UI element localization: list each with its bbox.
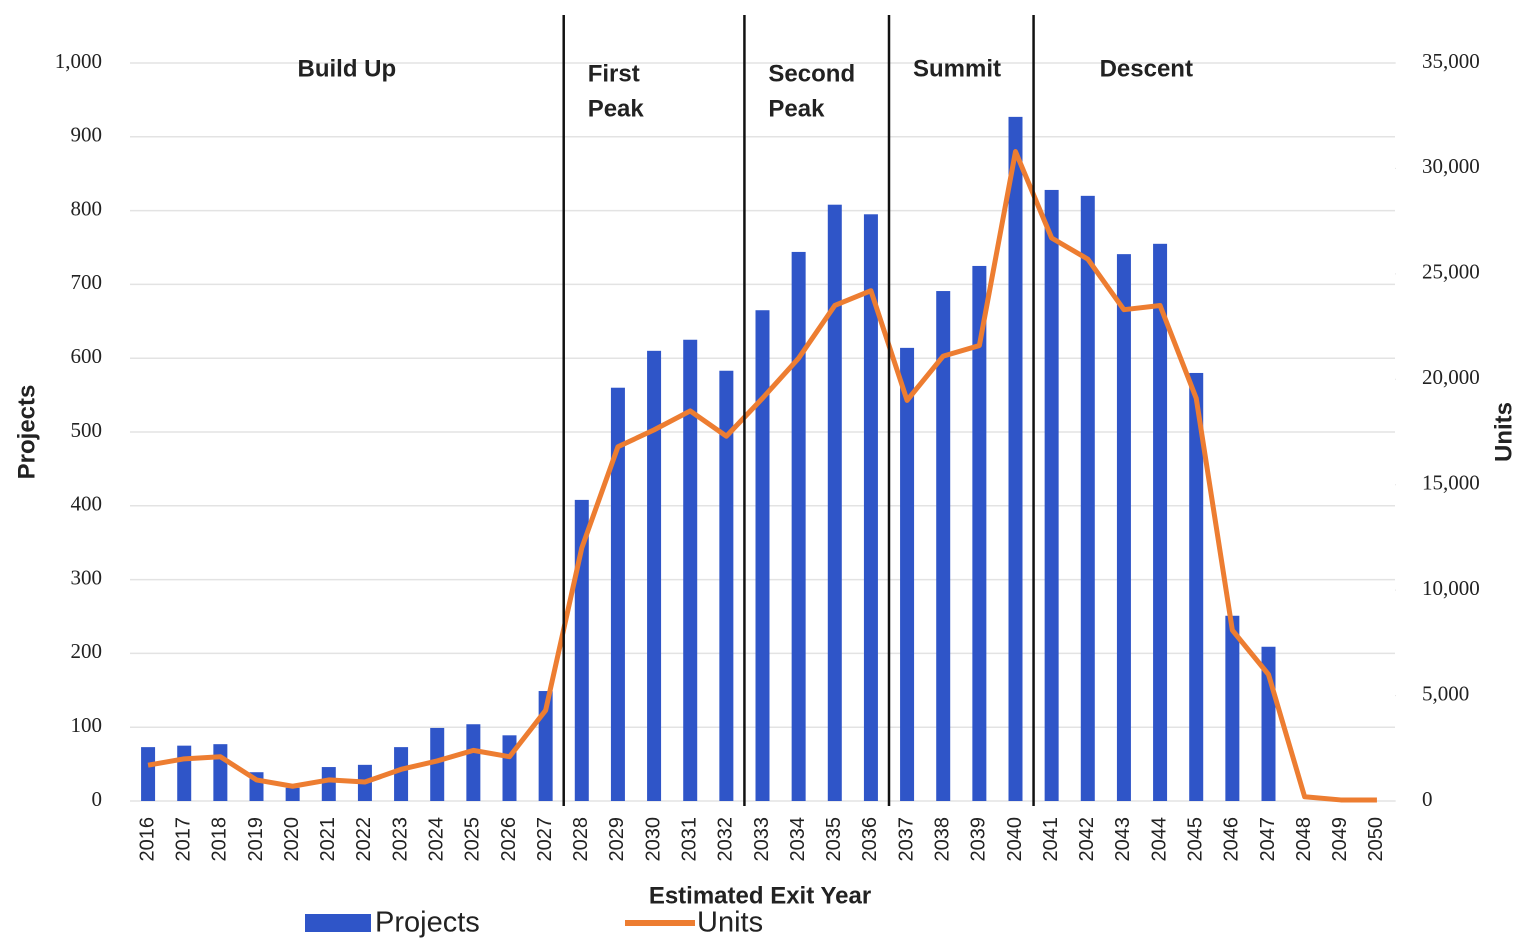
phase-label: Second xyxy=(768,60,855,87)
bar xyxy=(863,214,878,802)
y-tick-label: 900 xyxy=(71,123,103,147)
x-tick-label: 2049 xyxy=(1329,817,1351,862)
y-tick-label: 700 xyxy=(71,270,103,294)
x-tick-label: 2047 xyxy=(1257,817,1279,862)
x-tick-label: 2036 xyxy=(859,817,881,862)
legend-label: Projects xyxy=(375,907,480,939)
y-tick-label: 800 xyxy=(71,196,103,220)
y2-axis-title: Units xyxy=(1490,402,1517,462)
x-tick-label: 2045 xyxy=(1184,817,1206,862)
bar xyxy=(827,204,842,802)
x-tick-label: 2028 xyxy=(570,817,592,862)
bar xyxy=(394,747,409,801)
y-tick-label: 100 xyxy=(71,713,103,737)
y2-tick-label: 5,000 xyxy=(1422,681,1469,705)
x-tick-label: 2032 xyxy=(715,817,737,862)
bar xyxy=(900,347,915,801)
y2-tick-label: 25,000 xyxy=(1422,260,1480,284)
y-tick-label: 400 xyxy=(71,492,103,516)
y-tick-label: 1,000 xyxy=(55,49,102,73)
bar xyxy=(285,787,300,801)
bar xyxy=(936,291,951,801)
x-tick-label: 2039 xyxy=(968,817,990,862)
phase-label: Peak xyxy=(588,95,645,122)
x-tick-label: 2029 xyxy=(606,817,628,862)
bar xyxy=(647,350,662,801)
x-axis-title: Estimated Exit Year xyxy=(649,882,871,909)
x-tick-label: 2048 xyxy=(1293,817,1315,862)
bar xyxy=(719,370,734,801)
x-tick-label: 2024 xyxy=(425,817,447,862)
bar xyxy=(683,339,698,801)
y2-tick-label: 15,000 xyxy=(1422,471,1480,495)
bar xyxy=(610,387,625,801)
x-tick-label: 2037 xyxy=(895,817,917,862)
legend-swatch xyxy=(305,914,371,932)
phase-label: Build Up xyxy=(298,55,397,82)
x-tick-label: 2017 xyxy=(172,817,194,862)
x-tick-label: 2025 xyxy=(462,817,484,862)
legend-label: Units xyxy=(697,907,763,939)
x-tick-label: 2031 xyxy=(678,817,700,862)
x-tick-label: 2021 xyxy=(317,817,339,862)
x-tick-label: 2038 xyxy=(931,817,953,862)
x-tick-label: 2046 xyxy=(1221,817,1243,862)
x-tick-label: 2026 xyxy=(498,817,520,862)
x-tick-label: 2016 xyxy=(136,817,158,862)
x-tick-label: 2042 xyxy=(1076,817,1098,862)
phase-label: Descent xyxy=(1100,55,1193,82)
bar xyxy=(1153,243,1168,801)
y2-tick-label: 30,000 xyxy=(1422,154,1480,178)
bar xyxy=(791,251,806,802)
y-axis-title: Projects xyxy=(13,385,40,480)
y-tick-label: 300 xyxy=(71,565,103,589)
y-tick-label: 200 xyxy=(71,639,103,663)
x-tick-label: 2044 xyxy=(1148,817,1170,862)
x-tick-label: 2027 xyxy=(534,817,556,862)
x-tick-label: 2034 xyxy=(787,817,809,862)
y2-tick-label: 10,000 xyxy=(1422,576,1480,600)
x-tick-label: 2033 xyxy=(751,817,773,862)
phase-label: Peak xyxy=(768,95,825,122)
phase-label: First xyxy=(588,60,640,87)
y-tick-label: 0 xyxy=(92,787,103,811)
x-tick-label: 2050 xyxy=(1365,817,1387,862)
y2-tick-label: 20,000 xyxy=(1422,365,1480,389)
y2-tick-label: 0 xyxy=(1422,787,1433,811)
x-tick-label: 2030 xyxy=(642,817,664,862)
x-tick-label: 2020 xyxy=(281,817,303,862)
bar xyxy=(141,747,156,801)
bar xyxy=(321,767,336,801)
bar xyxy=(177,745,192,801)
x-tick-label: 2040 xyxy=(1004,817,1026,862)
x-tick-label: 2023 xyxy=(389,817,411,862)
bar xyxy=(1225,615,1240,801)
x-tick-label: 2043 xyxy=(1112,817,1134,862)
bar xyxy=(1044,189,1059,801)
bar xyxy=(972,265,987,801)
bar xyxy=(1008,116,1023,801)
x-tick-label: 2022 xyxy=(353,817,375,862)
bar xyxy=(213,744,228,801)
bar xyxy=(466,724,481,801)
y2-tick-label: 35,000 xyxy=(1422,49,1480,73)
bar xyxy=(1116,254,1131,802)
bar xyxy=(430,727,445,801)
line xyxy=(147,149,1377,803)
phase-label: Summit xyxy=(913,55,1001,82)
bar xyxy=(755,310,770,801)
x-tick-label: 2018 xyxy=(209,817,231,862)
x-tick-label: 2035 xyxy=(823,817,845,862)
bar xyxy=(1080,195,1095,802)
y-tick-label: 500 xyxy=(71,418,103,442)
bar xyxy=(502,735,517,801)
x-tick-label: 2041 xyxy=(1040,817,1062,862)
y-tick-label: 600 xyxy=(71,344,103,368)
x-tick-label: 2019 xyxy=(245,817,267,862)
bar xyxy=(1189,372,1204,801)
